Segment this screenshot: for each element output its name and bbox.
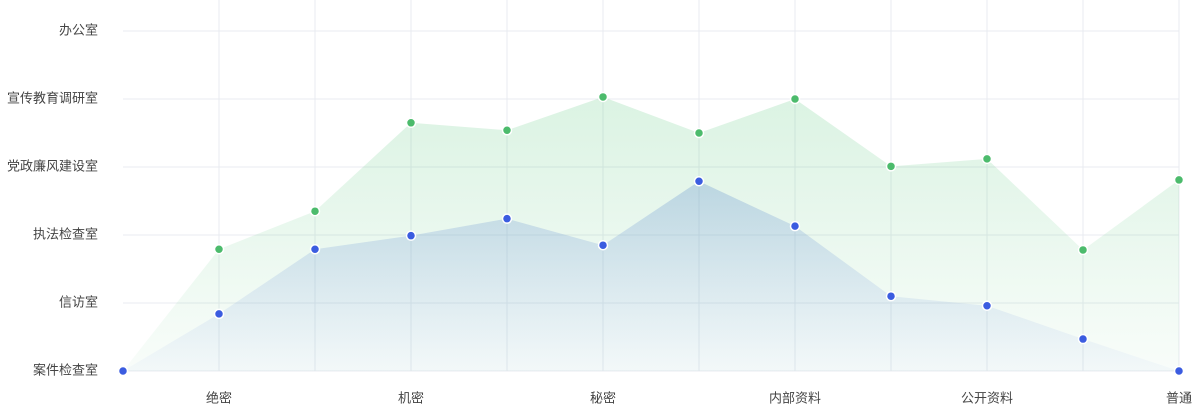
x-tick-label: 绝密 <box>206 391 232 406</box>
point <box>501 125 513 136</box>
point <box>597 239 609 251</box>
point <box>309 205 321 217</box>
point <box>213 308 225 320</box>
point <box>1173 174 1185 186</box>
point <box>693 176 705 187</box>
y-tick-label: 案件检查室 <box>33 363 98 379</box>
point <box>693 127 705 139</box>
point <box>309 244 321 255</box>
y-tick-label: 党政廉风建设室 <box>7 159 98 175</box>
point <box>1173 365 1185 377</box>
point <box>405 230 417 241</box>
point <box>789 93 801 105</box>
y-tick-label: 宣传教育调研室 <box>7 91 98 107</box>
x-tick-label: 普通 <box>1166 392 1192 406</box>
area <box>123 181 1179 371</box>
x-tick-label: 机密 <box>398 391 424 406</box>
point <box>981 153 993 165</box>
point <box>501 213 513 224</box>
y-tick-label: 执法检查室 <box>33 227 98 243</box>
point <box>981 300 993 311</box>
y-tick-label: 办公室 <box>59 23 98 39</box>
y-tick-label: 信访室 <box>59 295 98 311</box>
x-tick-label: 内部资料 <box>769 391 821 406</box>
point <box>597 91 609 103</box>
point <box>885 161 897 172</box>
point <box>117 365 129 377</box>
point <box>1077 333 1089 345</box>
point <box>1077 244 1089 256</box>
point <box>789 220 801 232</box>
point <box>405 117 417 129</box>
point <box>885 290 897 302</box>
x-tick-label: 公开资料 <box>961 392 1013 406</box>
x-tick-label: 秘密 <box>590 391 616 406</box>
point <box>213 244 225 255</box>
